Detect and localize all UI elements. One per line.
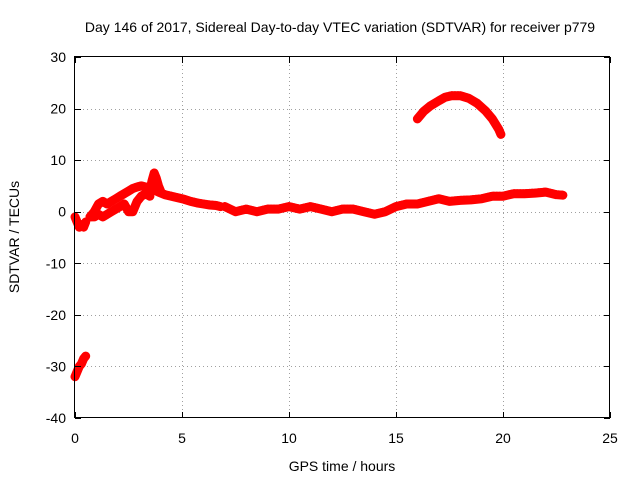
- x-tick-label: 15: [388, 430, 404, 446]
- data-point: [180, 195, 188, 203]
- x-tick-label: 5: [178, 430, 186, 446]
- data-point: [82, 352, 90, 360]
- data-point: [456, 196, 464, 204]
- data-point: [232, 208, 239, 216]
- data-point: [152, 174, 160, 182]
- data-point: [296, 205, 304, 213]
- data-point: [441, 93, 449, 101]
- data-point: [435, 97, 443, 105]
- data-point: [193, 199, 201, 207]
- chart-title: Day 146 of 2017, Sidereal Day-to-day VTE…: [85, 19, 595, 35]
- data-point: [133, 197, 141, 205]
- y-tick-label: 30: [50, 49, 66, 65]
- data-point: [360, 208, 368, 216]
- data-point: [488, 192, 496, 200]
- data-point: [420, 107, 428, 115]
- data-point: [531, 189, 539, 197]
- y-tick-label: -30: [46, 358, 66, 374]
- data-point: [456, 92, 464, 100]
- y-axis-label: SDTVAR / TECUs: [6, 181, 22, 293]
- data-point: [129, 208, 137, 216]
- grid-lines: [75, 57, 610, 418]
- y-tick-label: 0: [58, 204, 66, 220]
- data-point: [328, 208, 336, 216]
- y-tick-label: 10: [50, 152, 66, 168]
- data-point: [285, 203, 293, 211]
- data-point: [306, 203, 314, 211]
- data-point: [435, 195, 443, 203]
- y-tick-label: -20: [46, 307, 66, 323]
- data-point: [221, 203, 229, 211]
- data-point: [448, 92, 456, 100]
- plot-frame: [74, 56, 610, 418]
- data-point: [174, 194, 182, 202]
- data-point: [339, 205, 346, 213]
- data-point: [413, 115, 421, 123]
- data-point: [520, 190, 528, 198]
- y-tick-label: -10: [46, 255, 66, 271]
- x-axis-label: GPS time / hours: [289, 458, 396, 474]
- data-point: [120, 200, 128, 208]
- data-point: [392, 203, 400, 211]
- data-point: [253, 208, 261, 216]
- data-point: [187, 197, 195, 205]
- data-point: [488, 115, 496, 123]
- data-point: [424, 197, 432, 205]
- data-point: [446, 197, 453, 205]
- data-point: [482, 107, 490, 115]
- x-tick-label: 25: [602, 430, 618, 446]
- data-point: [274, 205, 282, 213]
- data-point: [426, 102, 434, 110]
- data-point: [381, 208, 389, 216]
- data-point: [553, 191, 560, 199]
- data-point: [465, 94, 473, 102]
- x-tick-label: 10: [281, 430, 297, 446]
- data-point: [478, 195, 486, 203]
- data-point: [542, 188, 550, 196]
- axis-ticks: 0 5 10 15 20 25 -40 -30 -20 -10 0 10 20 30: [46, 49, 618, 446]
- data-point: [403, 200, 411, 208]
- data-point: [559, 191, 567, 199]
- data-point: [349, 205, 357, 213]
- data-point: [467, 196, 475, 204]
- data-point: [473, 99, 481, 107]
- x-tick-label: 20: [495, 430, 511, 446]
- data-point: [497, 130, 505, 138]
- data-point: [371, 210, 379, 218]
- data-point: [199, 200, 207, 208]
- x-tick-label: 0: [71, 430, 79, 446]
- y-tick-label: -40: [46, 410, 66, 426]
- data-series-group: [70, 91, 568, 382]
- data-point: [413, 200, 421, 208]
- data-point: [499, 192, 507, 200]
- data-point: [206, 201, 214, 209]
- y-tick-label: 20: [50, 101, 66, 117]
- data-point: [146, 187, 154, 195]
- data-point: [242, 205, 250, 213]
- data-point: [264, 205, 272, 213]
- data-point: [510, 190, 518, 198]
- data-point: [167, 192, 175, 200]
- data-point: [157, 187, 165, 195]
- data-point: [317, 205, 325, 213]
